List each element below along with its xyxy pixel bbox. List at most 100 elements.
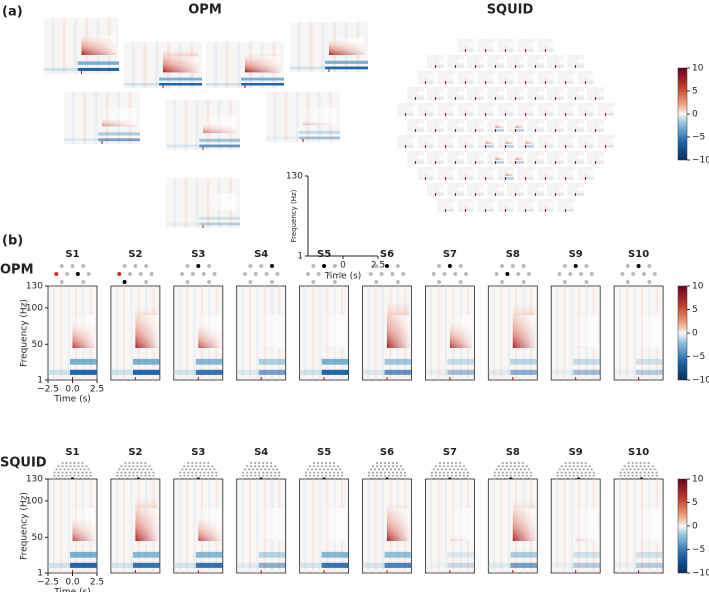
noise: [538, 103, 540, 116]
sensor: [651, 471, 654, 474]
fade: [455, 155, 464, 160]
spectrogram: [567, 151, 584, 164]
noise: [441, 103, 442, 116]
spectrogram: [166, 100, 240, 150]
sensor: [246, 471, 249, 474]
noise: [568, 55, 570, 68]
power-decrease: [70, 562, 97, 568]
colorbar-tick-label: −10: [692, 156, 709, 166]
sensor: [453, 272, 458, 276]
sensor: [272, 468, 275, 471]
spectrogram: [417, 135, 434, 148]
fade: [495, 91, 504, 96]
noise: [178, 479, 181, 573]
sensor: [270, 280, 274, 284]
sensor: [446, 474, 449, 477]
fade: [505, 43, 514, 48]
noise: [451, 151, 452, 164]
power-decrease: [110, 562, 133, 568]
fade: [102, 108, 137, 127]
noise: [468, 183, 470, 196]
fade: [575, 508, 598, 541]
sensor: [529, 471, 532, 474]
power-decrease: [574, 162, 584, 164]
sensor: [65, 461, 68, 465]
sensor: [329, 461, 332, 465]
power-decrease: [444, 209, 454, 210]
sensor: [635, 474, 638, 477]
sensor: [430, 474, 433, 477]
sensor: [337, 465, 340, 468]
spectrogram: [487, 55, 504, 68]
sensor: [623, 465, 626, 468]
sensor: [124, 471, 127, 474]
power-decrease: [557, 82, 565, 84]
noise: [511, 183, 512, 196]
sensor: [619, 471, 622, 474]
fade: [455, 91, 464, 96]
noise: [581, 167, 582, 180]
sensor: [500, 264, 504, 268]
spectrogram: [587, 151, 604, 164]
noise: [581, 135, 582, 148]
sensor: [140, 461, 143, 465]
power-decrease: [494, 193, 504, 194]
spectrogram: [507, 87, 524, 100]
noise: [463, 199, 465, 212]
fade: [435, 123, 444, 128]
power-decrease: [636, 562, 664, 568]
power-decrease: [527, 162, 535, 164]
power-decrease: [166, 144, 200, 148]
sensor: [321, 461, 324, 465]
noise: [297, 22, 301, 72]
sensor: [373, 468, 377, 471]
power-decrease: [564, 114, 574, 116]
spectrogram: [467, 55, 484, 68]
power-decrease: [507, 194, 515, 196]
fade: [485, 107, 494, 112]
power-decrease: [487, 66, 495, 68]
power-decrease: [584, 145, 594, 146]
sensor: [211, 465, 214, 468]
row-label: SQUID: [0, 456, 47, 471]
fade: [445, 139, 454, 144]
noise: [458, 167, 460, 180]
power-decrease: [527, 130, 535, 132]
sensor: [568, 471, 571, 474]
noise: [493, 286, 496, 380]
sensor: [144, 280, 149, 284]
noise: [518, 167, 520, 180]
fade: [515, 187, 524, 192]
power-decrease: [434, 130, 444, 132]
fade: [555, 91, 564, 96]
subject-label: S6: [380, 249, 394, 260]
sensor: [568, 461, 571, 465]
noise: [471, 87, 472, 100]
power-decrease: [534, 98, 544, 100]
sensor: [270, 474, 273, 477]
power-decrease: [614, 369, 637, 375]
sensor: [266, 465, 269, 468]
power-decrease: [604, 114, 614, 116]
power-decrease: [544, 209, 554, 210]
power-decrease: [362, 562, 385, 568]
noise: [421, 167, 422, 180]
sensor: [55, 468, 58, 471]
noise: [603, 135, 605, 148]
sensor: [562, 280, 567, 284]
power-decrease: [48, 369, 71, 375]
sensor: [86, 272, 91, 276]
colorbar: [677, 478, 688, 574]
noise: [601, 135, 602, 148]
power-decrease: [524, 113, 534, 114]
power-decrease: [206, 83, 242, 86]
spectrogram: [417, 167, 434, 180]
power-decrease: [564, 113, 574, 114]
sensor: [517, 465, 520, 468]
power-decrease: [70, 369, 97, 375]
noise: [311, 479, 314, 573]
noise: [491, 183, 492, 196]
power-decrease: [195, 562, 223, 568]
power-decrease: [517, 82, 525, 84]
power-decrease: [524, 81, 534, 82]
